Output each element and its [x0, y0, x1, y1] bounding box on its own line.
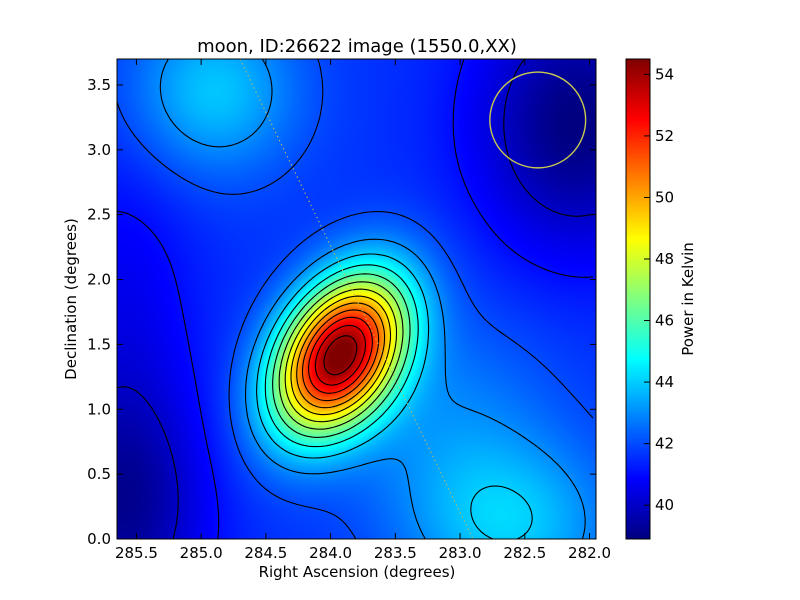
y-axis-label: Declination (degrees) [62, 218, 80, 380]
y-tick-label: 3.0 [87, 141, 111, 159]
x-tick-label: 283.5 [374, 544, 417, 562]
colorbar-axis: 40 42 44 46 48 50 52 54 [644, 65, 674, 514]
y-tick-label: 1.5 [87, 335, 111, 353]
overlays [239, 59, 587, 539]
colorbar-frame [625, 58, 651, 540]
y-tick-label: 0.5 [87, 465, 111, 483]
y-tick-label: 3.5 [87, 76, 111, 94]
chart-title: moon, ID:26622 image (1550.0,XX) [197, 36, 517, 57]
colorbar-gradient [626, 59, 650, 539]
colorbar-tick-label: 50 [655, 188, 674, 206]
colorbar-tick-label: 42 [655, 435, 674, 453]
colorbar-label: Power in Kelvin [679, 242, 697, 356]
heatmap-plot [116, 58, 597, 540]
contour-line [323, 335, 358, 376]
x-tick-label: 283.0 [439, 544, 482, 562]
colorbar: 40 42 44 46 48 50 52 54 [625, 58, 674, 540]
x-tick-label: 282.5 [503, 544, 546, 562]
y-tick-label: 0.0 [87, 530, 111, 548]
contour-line [256, 253, 533, 539]
colorbar-tick-label: 44 [655, 373, 674, 391]
y-tick-label: 2.0 [87, 271, 111, 289]
x-axis-label: Right Ascension (degrees) [259, 563, 456, 581]
colorbar-tick-label: 40 [655, 496, 674, 514]
colorbar-tick-label: 52 [655, 127, 674, 145]
contour-line [308, 316, 373, 394]
colorbar-tick-label: 48 [655, 250, 674, 268]
contour-line [301, 309, 380, 402]
x-tick-label: 285.5 [115, 544, 158, 562]
dotted-track-line [239, 59, 474, 539]
contour-line [117, 59, 594, 539]
contour-line [296, 302, 386, 409]
contour-line [314, 324, 366, 386]
contour-line [159, 59, 586, 539]
contour-line [264, 264, 419, 448]
marker-circle [489, 71, 587, 169]
x-axis: 285.5 285.0 284.5 284.0 283.5 283.0 282.5 282.0 [115, 59, 611, 562]
x-tick-label: 285.0 [180, 544, 223, 562]
x-tick-label: 284.0 [309, 544, 352, 562]
y-axis: 0.0 0.5 1.0 1.5 2.0 2.5 3.0 3.5 [87, 76, 596, 548]
y-tick-label: 2.5 [87, 206, 111, 224]
x-tick-label: 284.5 [244, 544, 287, 562]
contour-line [290, 295, 392, 416]
contour-line [117, 59, 594, 539]
y-tick-label: 1.0 [87, 400, 111, 418]
contour-lines [117, 59, 594, 539]
contour-line [272, 273, 411, 438]
plot-frame [116, 58, 597, 540]
colorbar-tick-label: 46 [655, 312, 674, 330]
colorbar-tick-label: 54 [655, 65, 674, 83]
contour-line [278, 281, 404, 430]
contour-line [284, 288, 398, 423]
contour-line [117, 59, 594, 539]
x-tick-label: 282.0 [568, 544, 611, 562]
